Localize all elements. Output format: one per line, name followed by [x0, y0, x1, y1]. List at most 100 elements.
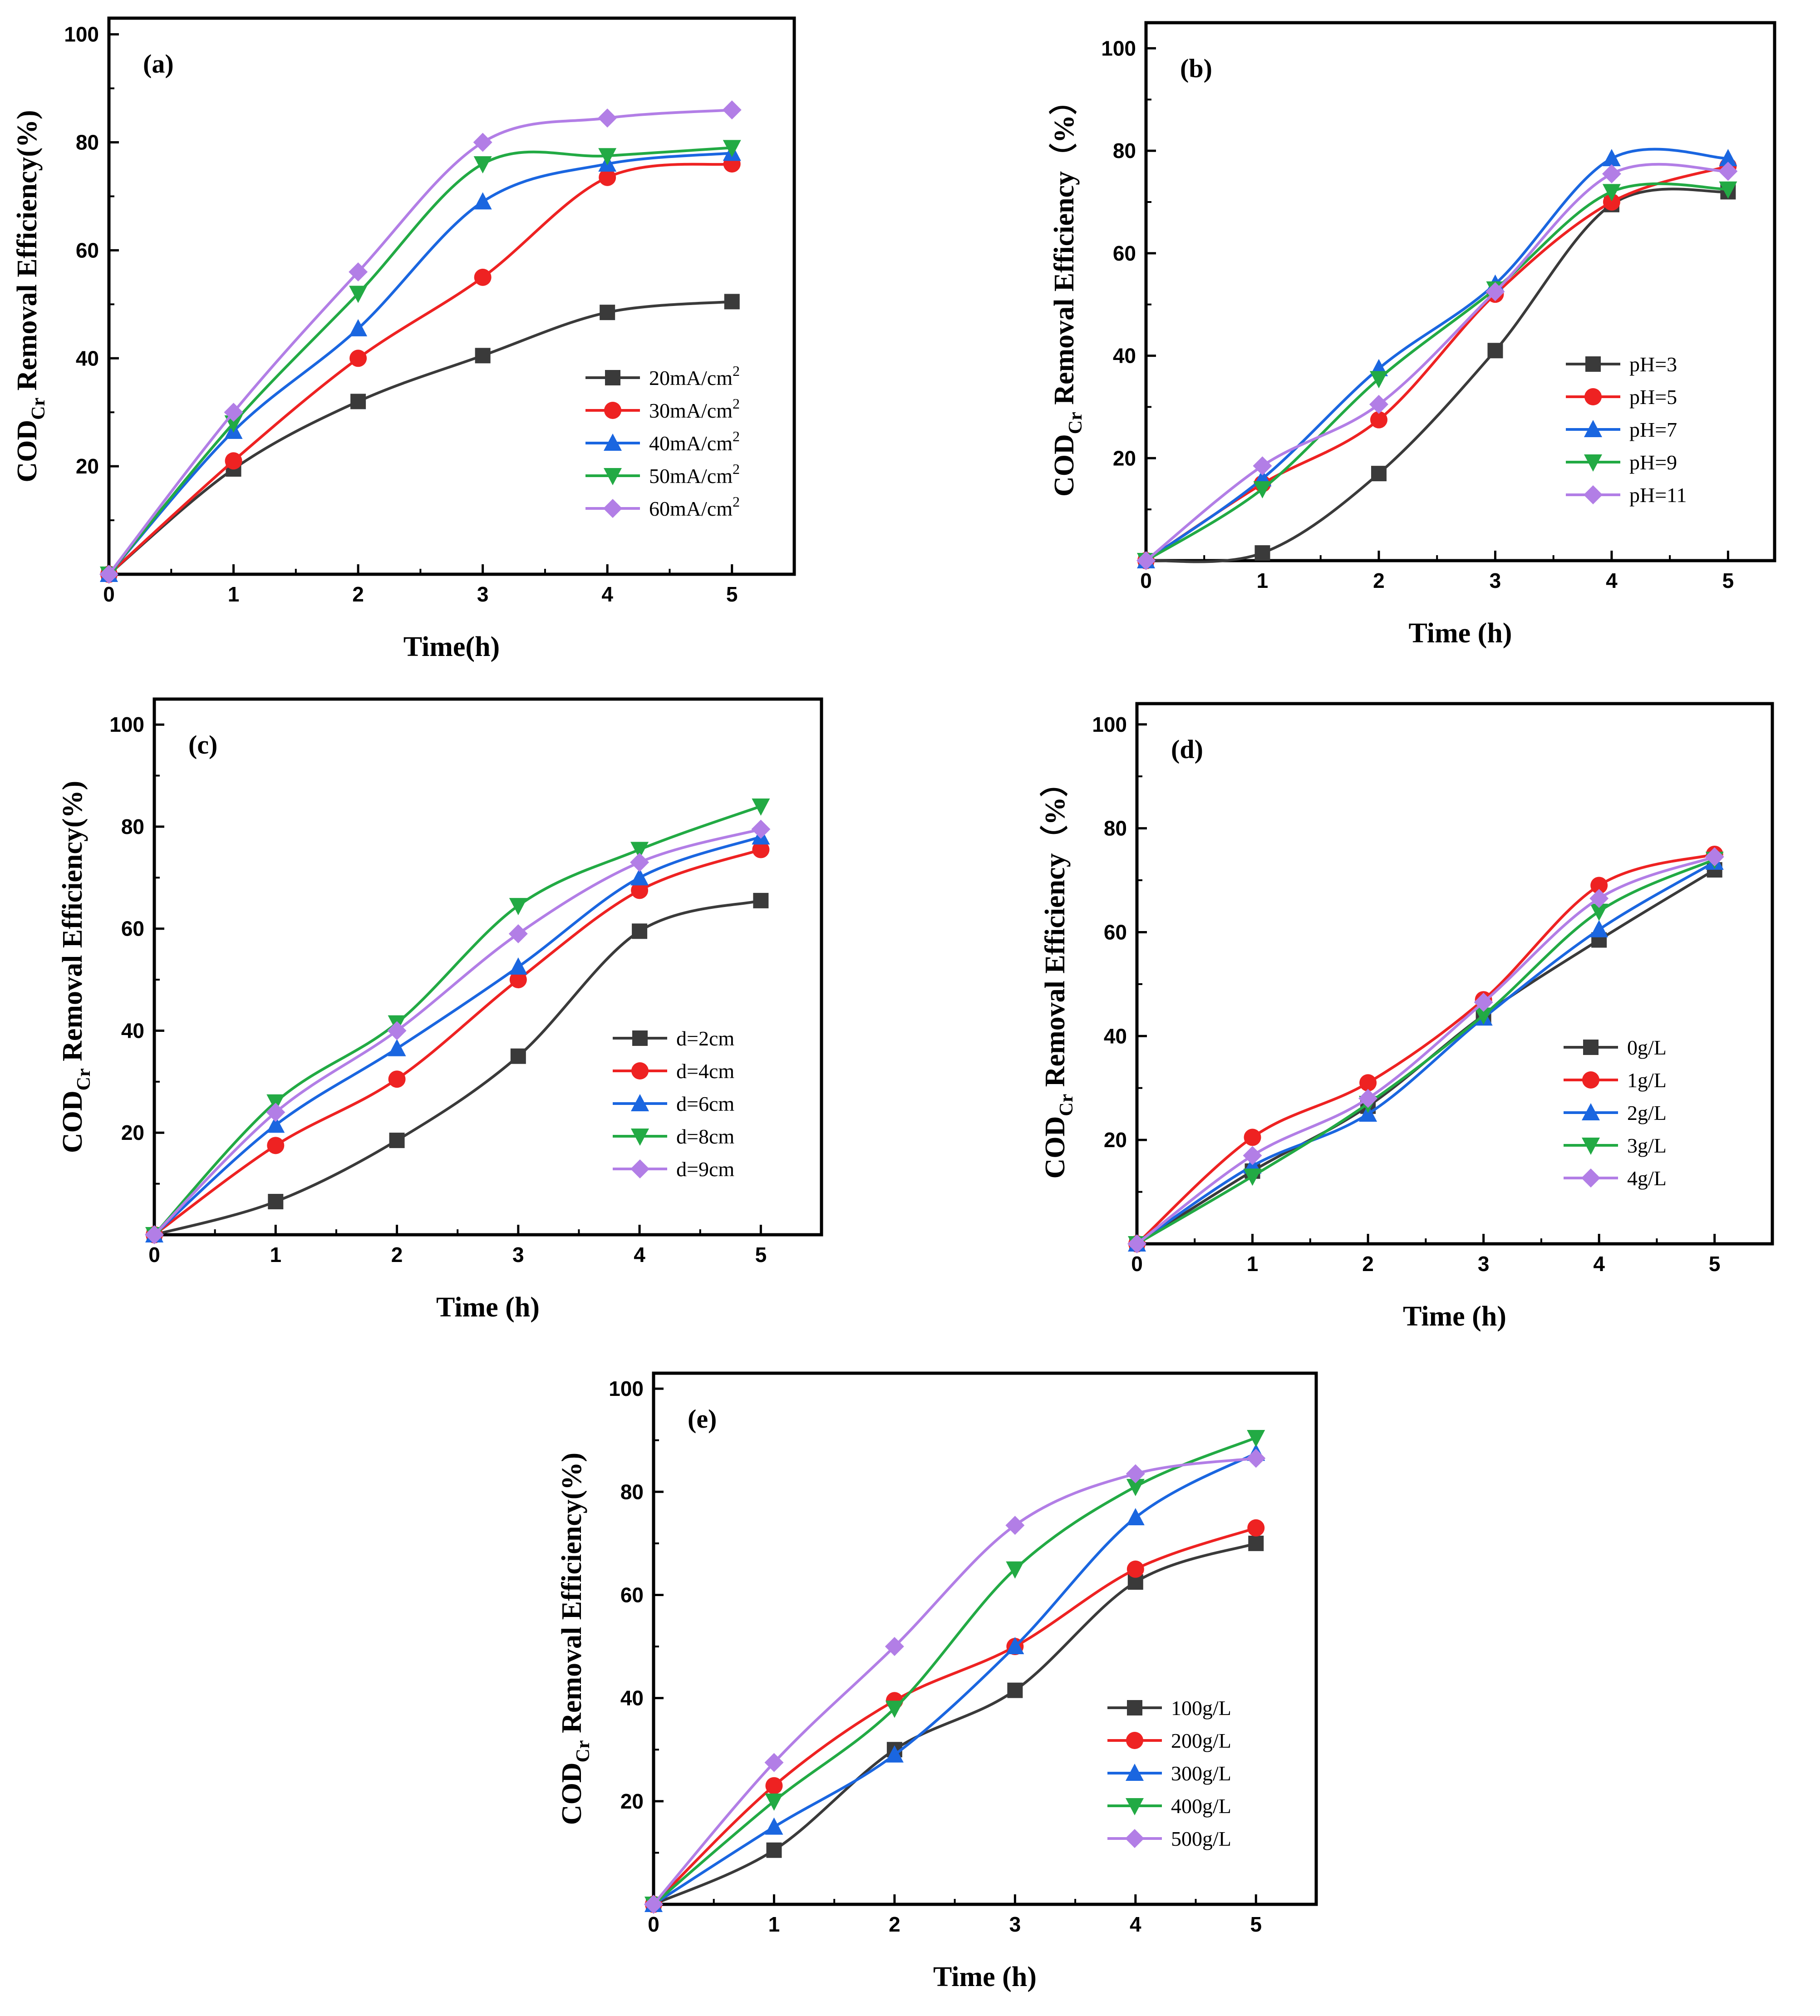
data-point — [266, 1103, 285, 1122]
legend-marker — [1126, 1798, 1144, 1815]
data-point — [1247, 1429, 1265, 1447]
data-point — [1487, 343, 1503, 359]
x-tick-label: 4 — [1130, 1912, 1141, 1936]
legend-label: pH=3 — [1629, 353, 1677, 376]
data-point — [598, 148, 617, 166]
data-point — [1006, 1637, 1024, 1655]
data-point — [1243, 1168, 1262, 1186]
data-point — [1126, 1560, 1144, 1578]
legend-label: 500g/L — [1171, 1827, 1231, 1850]
panel-3-series-3 — [145, 827, 770, 1242]
legend-label: 20mA/cm2 — [649, 363, 740, 389]
legend-entry: 2g/L — [1564, 1101, 1667, 1124]
data-point — [1254, 545, 1270, 561]
y-tick-label: 40 — [620, 1686, 644, 1710]
panel-5: 0 1 2 3 4 5 20 40 60 80 100 Time (h) CODCr Removal E… — [556, 1371, 1318, 1992]
y-tick-label: 40 — [1104, 1024, 1127, 1048]
data-point — [1246, 1449, 1266, 1468]
x-tick-label: 0 — [103, 582, 115, 606]
data-point — [632, 923, 648, 939]
legend-label: pH=5 — [1629, 385, 1677, 409]
data-point — [1474, 1007, 1493, 1025]
data-point — [723, 140, 741, 158]
data-point — [474, 268, 492, 286]
panel-4-x-axis-title: Time (h) — [1403, 1301, 1506, 1332]
panel-3-series-5 — [145, 819, 771, 1244]
x-tick-label: 4 — [1606, 569, 1618, 592]
data-point — [722, 100, 742, 120]
panel-3-label: (c) — [188, 730, 217, 759]
legend-entry: d=2cm — [613, 1027, 734, 1050]
data-point — [765, 1793, 783, 1811]
legend-label: 40mA/cm2 — [649, 428, 740, 455]
y-tick-label: 100 — [1092, 713, 1127, 736]
legend-entry: 4g/L — [1564, 1167, 1667, 1190]
legend-entry: pH=7 — [1566, 418, 1677, 441]
data-point — [598, 108, 617, 128]
legend-marker — [1126, 1732, 1143, 1749]
legend-entry: d=6cm — [613, 1092, 734, 1115]
data-point — [599, 168, 616, 186]
data-point — [349, 262, 368, 281]
data-point — [349, 319, 368, 336]
data-point — [1719, 149, 1737, 167]
legend-marker — [1585, 356, 1601, 372]
legend-marker — [630, 1159, 649, 1178]
data-point — [724, 294, 740, 310]
y-tick-label: 60 — [1104, 920, 1127, 944]
data-point — [1718, 162, 1738, 181]
data-point — [1136, 551, 1156, 570]
data-point — [1253, 481, 1272, 498]
legend-marker — [1582, 1103, 1600, 1120]
data-point — [752, 799, 770, 816]
panel-2-label: (b) — [1180, 54, 1212, 83]
panel-2-series-5 — [1136, 162, 1738, 570]
y-tick-label: 100 — [64, 23, 99, 46]
legend-marker — [1584, 388, 1602, 405]
y-tick-label: 80 — [76, 131, 99, 154]
data-point — [473, 156, 492, 174]
x-tick-label: 0 — [1140, 569, 1152, 592]
panel-4-y-axis-title: CODCr Removal Efficiency（%） — [1039, 769, 1077, 1178]
panel-1-label: (a) — [143, 49, 174, 79]
data-point — [1603, 193, 1620, 211]
x-tick-label: 3 — [1478, 1252, 1490, 1276]
data-point — [266, 1115, 285, 1133]
data-point — [510, 1048, 526, 1064]
panel-4-frame — [1135, 702, 1774, 1246]
legend-label: 50mA/cm2 — [649, 461, 740, 488]
legend-entry: 40mA/cm2 — [585, 428, 740, 455]
data-point — [349, 286, 368, 303]
data-point — [631, 882, 649, 899]
data-point — [885, 1637, 904, 1656]
data-point — [1007, 1682, 1023, 1698]
data-point — [349, 350, 367, 367]
data-point — [1719, 181, 1737, 199]
y-tick-label: 20 — [121, 1121, 144, 1144]
data-point — [1359, 1074, 1377, 1092]
legend-marker — [1125, 1829, 1144, 1848]
legend-marker — [1584, 454, 1602, 472]
legend-marker — [1584, 485, 1603, 504]
data-point — [350, 394, 366, 409]
data-point — [473, 133, 492, 152]
legend-label: 3g/L — [1627, 1134, 1667, 1157]
data-point — [388, 1039, 406, 1056]
legend-entry: pH=5 — [1566, 385, 1677, 409]
data-point — [1244, 1129, 1261, 1146]
data-point — [1369, 371, 1388, 389]
data-point — [1005, 1516, 1025, 1535]
data-point — [751, 819, 771, 839]
series-line — [1136, 855, 1715, 1245]
data-point — [1247, 1519, 1265, 1537]
panel-4: 0 1 2 3 4 5 20 40 60 80 100 Time (h) CODCr Removal E… — [1039, 702, 1774, 1332]
panel-3: 0 1 2 3 4 5 20 40 60 80 100 Time (h) CODCr Removal E… — [57, 697, 823, 1323]
legend-label: d=8cm — [676, 1125, 734, 1148]
x-tick-label: 5 — [1722, 569, 1734, 592]
y-tick-label: 20 — [76, 454, 99, 478]
legend-entry: 500g/L — [1107, 1827, 1231, 1850]
series-line — [653, 1452, 1257, 1906]
legend-label: 300g/L — [1171, 1762, 1231, 1785]
legend-marker — [604, 434, 622, 451]
legend-marker — [632, 1030, 648, 1046]
